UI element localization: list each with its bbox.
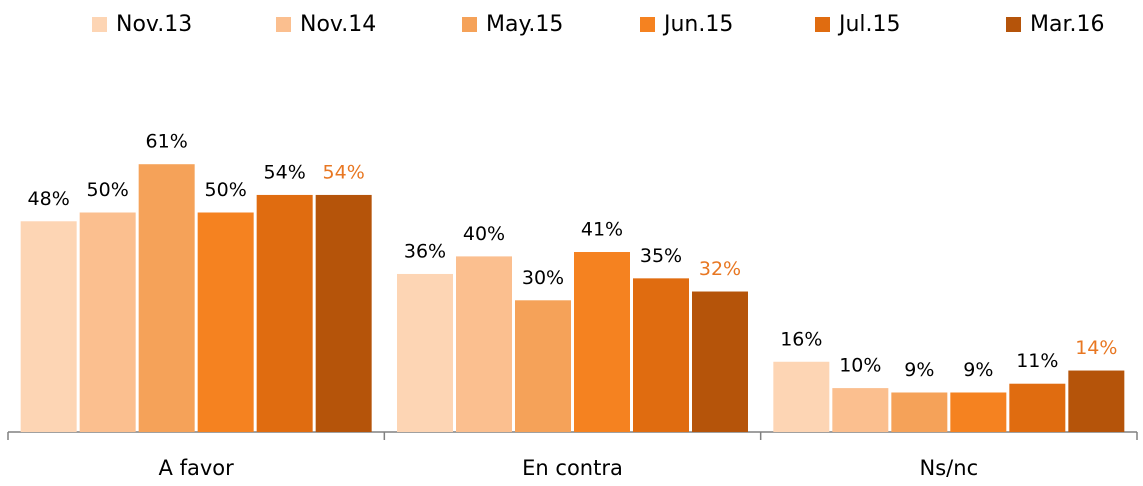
bar (1009, 383, 1066, 432)
value-label: 16% (780, 328, 822, 350)
legend-swatch (640, 17, 655, 32)
bar (256, 194, 313, 432)
value-label: 9% (963, 359, 993, 381)
legend-label: Nov.13 (116, 12, 192, 37)
bar (397, 273, 453, 432)
legend-label: Jun.15 (662, 12, 733, 37)
bar (515, 300, 571, 432)
value-label: 30% (522, 267, 564, 289)
legend-label: Nov.14 (300, 12, 376, 37)
legend-swatch (815, 17, 830, 32)
value-label: 61% (146, 131, 188, 153)
value-label: 50% (87, 179, 129, 201)
bar (315, 194, 372, 432)
value-label: 9% (904, 359, 934, 381)
bar (456, 256, 512, 432)
value-label: 32% (699, 258, 741, 280)
bar (20, 221, 77, 432)
bar (79, 212, 136, 432)
value-label: 54% (264, 161, 306, 183)
legend-swatch (276, 17, 291, 32)
x-tick-label: Ns/nc (920, 456, 979, 480)
x-tick-label: A favor (159, 456, 235, 480)
value-label: 10% (839, 355, 881, 377)
legend-swatch (462, 17, 477, 32)
x-tick-label: En contra (522, 456, 623, 480)
value-label: 40% (463, 223, 505, 245)
value-label: 36% (404, 240, 446, 262)
value-label: 50% (205, 179, 247, 201)
bar (633, 278, 689, 432)
bar (891, 392, 948, 432)
legend-swatch (1006, 17, 1021, 32)
legend-label: Mar.16 (1030, 12, 1104, 37)
legend-label: May.15 (486, 12, 563, 37)
bar (1068, 370, 1125, 432)
value-label: 11% (1016, 350, 1058, 372)
bar (832, 388, 889, 432)
bar (138, 164, 195, 432)
bar (773, 361, 830, 432)
value-label: 14% (1075, 337, 1117, 359)
legend-swatch (92, 17, 107, 32)
value-label: 41% (581, 219, 623, 241)
bar (197, 212, 254, 432)
value-label: 35% (640, 245, 682, 267)
bar (692, 291, 748, 432)
bar (574, 252, 630, 432)
value-label: 54% (323, 161, 365, 183)
legend-label: Jul.15 (837, 12, 901, 37)
value-label: 48% (28, 188, 70, 210)
bar (950, 392, 1007, 432)
